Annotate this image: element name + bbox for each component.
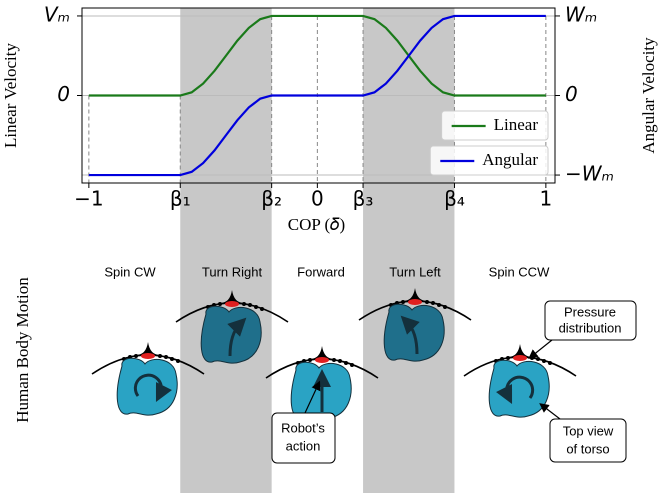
x-tick-label: β₂ [261,187,282,211]
callout-pressure: Pressure distribution [532,301,636,356]
motion-labels: Spin CW Turn Right Forward Turn Left Spin CC… [104,264,550,279]
figure: −1 β₁ β₂ 0 β₃ β₄ 1 Vₘ 0 Wₘ 0 −Wₘ COP (𝛿) Linear Veloc… [0,0,662,493]
y2-tick-label: −Wₘ [565,162,614,186]
torso-spin-ccw [464,344,576,417]
x-tick-label: β₄ [444,187,465,211]
shaded-region [363,8,454,493]
x-tick-label: 1 [539,187,552,211]
callout-text: Robot’s [281,420,325,435]
chart: −1 β₁ β₂ 0 β₃ β₄ 1 Vₘ 0 Wₘ 0 −Wₘ COP (𝛿) Linear Veloc… [1,2,658,233]
callout-text: Pressure [564,304,616,319]
motion-label: Forward [297,264,345,279]
motion-label: Turn Right [202,264,263,279]
callout-text: Top view [563,423,614,438]
callout-torso: Top view of torso [543,406,626,462]
callout-text: action [286,438,321,453]
legend-entry: Angular [430,146,548,175]
callout-text: of torso [566,441,609,456]
x-tick-label: β₁ [170,187,191,211]
y-axis-label: Linear Velocity [1,43,20,148]
torso-forward [266,346,378,419]
diagram-ylabel: Human Body Motion [13,277,32,423]
x-tick-label: β₃ [353,187,374,211]
callout-text: distribution [559,320,622,335]
legend-label: Linear [494,115,539,134]
motion-label: Turn Left [389,264,441,279]
motion-label: Spin CCW [489,264,550,279]
y2-tick-label: 0 [565,82,578,106]
motion-label: Spin CW [104,264,156,279]
legend-label: Angular [482,150,538,169]
x-tick-label: −1 [74,187,103,211]
y2-tick-label: Wₘ [565,2,597,26]
x-tick-label: 0 [311,187,324,211]
shaded-region [180,8,271,493]
legend-entry: Linear [442,111,548,140]
page: {"chart_data": {"type": "line", "xlabel"… [0,0,662,493]
series-line [89,16,546,96]
y-tick-label: 0 [57,82,70,106]
y-tick-label: Vₘ [44,2,70,26]
x-axis-label: COP (𝛿) [288,215,345,234]
y2-axis-label: Angular Velocity [639,37,658,154]
